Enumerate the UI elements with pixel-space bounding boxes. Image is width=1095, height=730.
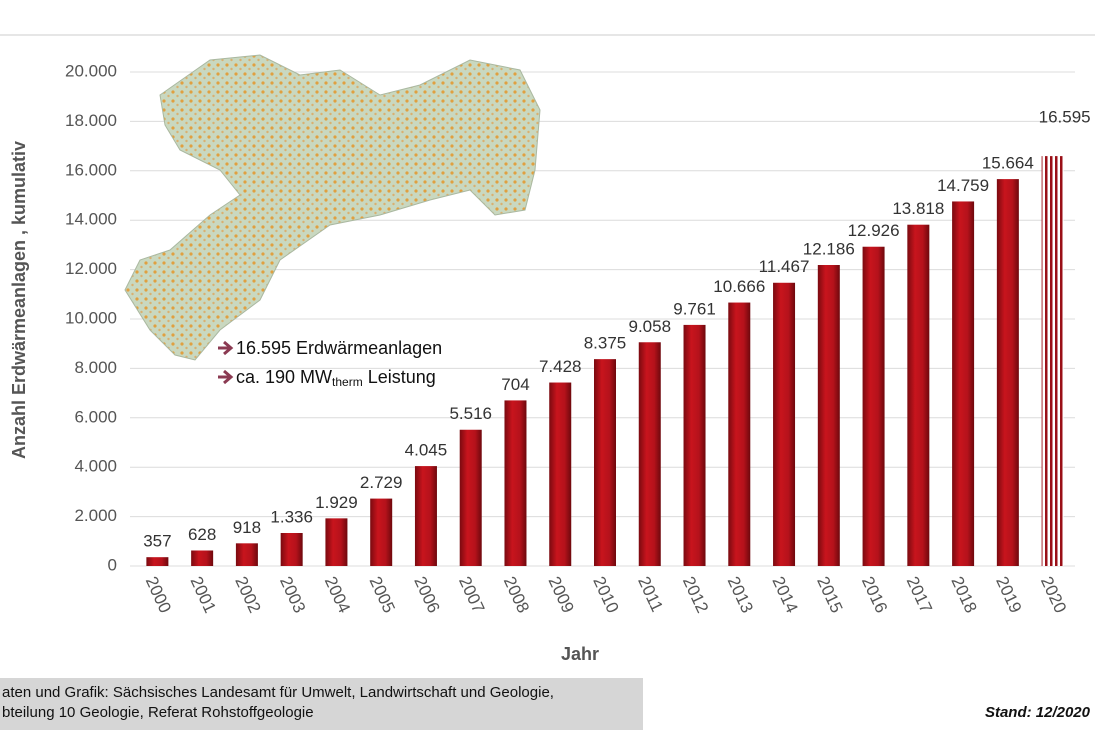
bar — [414, 466, 437, 566]
value-label: 918 — [233, 518, 261, 537]
x-tick-label: 2011 — [634, 574, 667, 615]
y-tick-label: 18.000 — [65, 111, 117, 130]
value-label: 1.336 — [270, 507, 313, 526]
y-tick-label: 2.000 — [74, 506, 117, 525]
y-tick-label: 10.000 — [65, 308, 117, 327]
x-tick-label: 2013 — [724, 574, 757, 616]
value-label: 8.375 — [584, 334, 627, 353]
value-label: 7.428 — [539, 357, 582, 376]
value-label: 12.186 — [803, 239, 855, 258]
x-tick-label: 2014 — [768, 574, 801, 616]
value-label: 4.045 — [405, 441, 448, 460]
bar — [370, 498, 393, 566]
source-text: aten und Grafik: Sächsisches Landesamt f… — [2, 684, 554, 701]
x-tick-label: 2003 — [276, 574, 309, 616]
bar — [683, 324, 706, 566]
y-tick-label: 4.000 — [74, 457, 117, 476]
source-box — [0, 678, 643, 730]
bar — [952, 201, 975, 566]
y-tick-label: 0 — [108, 555, 117, 574]
arrow — [218, 369, 234, 385]
x-tick-label: 2006 — [410, 574, 443, 616]
bar — [594, 359, 616, 566]
x-tick-label: 2004 — [321, 574, 354, 616]
bar — [728, 302, 751, 566]
y-tick-label: 14.000 — [65, 210, 117, 229]
bar — [996, 179, 1019, 567]
x-tick-label: 2000 — [142, 574, 175, 616]
value-label: 12.926 — [848, 221, 900, 240]
source-text: bteilung 10 Geologie, Referat Rohstoffge… — [2, 704, 314, 721]
bar — [549, 382, 572, 566]
y-tick-label: 16.000 — [65, 160, 117, 179]
x-tick-label: 2001 — [186, 574, 219, 616]
x-tick-label: 2012 — [679, 574, 712, 616]
annotation-text: 16.595 Erdwärmeanlagen — [236, 338, 442, 358]
y-tick-label: 12.000 — [65, 259, 117, 278]
x-tick-label: 2018 — [947, 574, 980, 616]
annotation-text: ca. 190 MWtherm Leistung — [236, 367, 436, 389]
x-tick-label: 2002 — [231, 574, 264, 616]
y-tick-label: 20.000 — [65, 61, 117, 80]
bar — [235, 543, 258, 566]
x-tick-label: 2015 — [813, 574, 846, 616]
bar — [459, 429, 482, 566]
value-label: 628 — [188, 525, 216, 544]
bar — [191, 550, 214, 566]
value-label: 2.729 — [360, 473, 403, 492]
annotation-part: ca. 190 MW — [236, 367, 332, 387]
x-tick-label: 2017 — [903, 574, 936, 616]
y-axis-label: Anzahl Erdwärmeanlagen , kumulativ — [9, 141, 29, 459]
bar — [817, 265, 840, 566]
x-tick-label: 2020 — [1037, 574, 1070, 616]
arrow — [218, 340, 234, 356]
bar — [280, 533, 303, 566]
value-label: 9.058 — [628, 317, 671, 336]
x-tick-label: 2010 — [589, 574, 622, 616]
y-tick-label: 8.000 — [74, 358, 117, 377]
x-tick-label: 2005 — [366, 574, 399, 616]
bar — [638, 342, 661, 566]
value-label: 5.516 — [449, 404, 492, 423]
x-tick-label: 2007 — [455, 574, 488, 616]
value-label: 14.759 — [937, 176, 989, 195]
x-tick-label: 2016 — [858, 574, 891, 616]
bar — [1041, 156, 1064, 566]
value-label: 11.467 — [759, 257, 810, 276]
bar — [907, 224, 930, 566]
value-label: 9.761 — [673, 299, 716, 318]
bar — [325, 518, 348, 566]
x-tick-label: 2008 — [500, 574, 533, 616]
value-label: 10.666 — [713, 277, 765, 296]
bar — [862, 246, 885, 567]
annotation-part: Leistung — [363, 367, 436, 387]
value-label: 704 — [501, 375, 529, 394]
annotation: 16.595 Erdwärmeanlagen ca. 190 MWtherm L… — [218, 338, 442, 389]
x-tick-label: 2009 — [545, 574, 578, 616]
bar — [504, 400, 527, 566]
x-tick-label: 2019 — [992, 574, 1025, 616]
value-label: 15.664 — [982, 154, 1034, 173]
x-axis-label: Jahr — [561, 644, 599, 664]
bar — [146, 557, 169, 566]
value-label: 357 — [143, 532, 171, 551]
map — [124, 54, 541, 361]
value-label: 16.595 — [1039, 108, 1091, 127]
stand: Stand: 12/2020 — [985, 704, 1091, 721]
value-label: 1.929 — [315, 493, 358, 512]
y-tick-label: 6.000 — [74, 407, 117, 426]
annotation-sub: therm — [332, 375, 363, 389]
bar — [773, 282, 796, 566]
value-label: 13.818 — [892, 199, 944, 218]
